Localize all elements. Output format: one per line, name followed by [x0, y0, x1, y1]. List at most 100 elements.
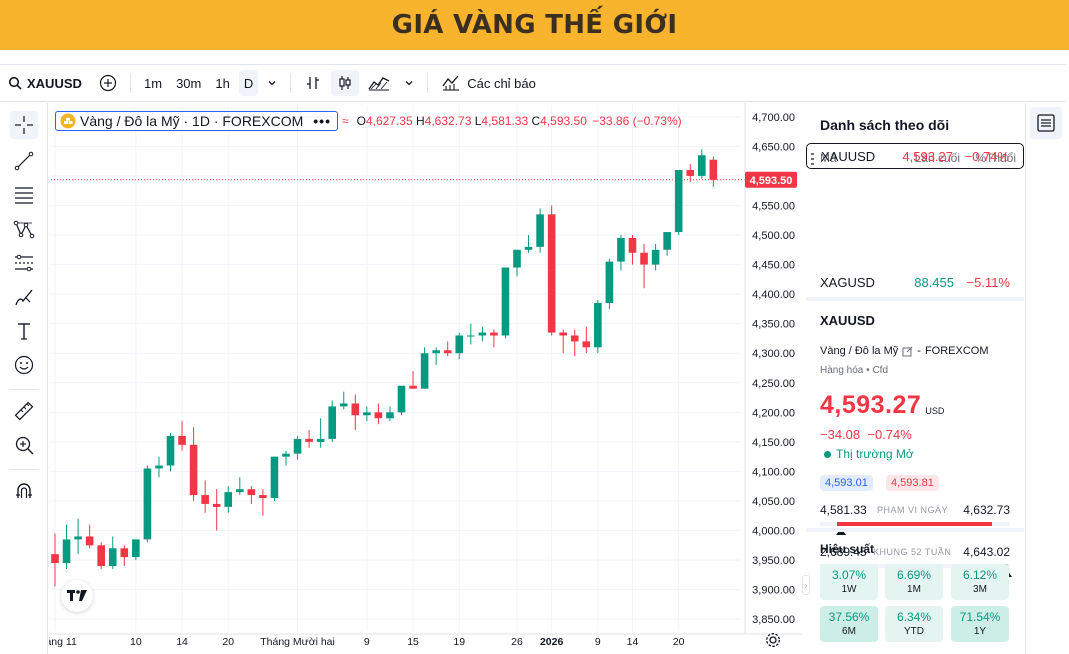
- details-symbol: XAUUSD: [820, 313, 875, 328]
- candle-body: [524, 246, 533, 250]
- details-name[interactable]: Vàng / Đô la Mỹ: [820, 345, 899, 357]
- x-tick-label: Tháng 11: [49, 636, 77, 648]
- y-tick-label: 4,000.00: [752, 526, 795, 538]
- last-price-tag-bg: [745, 171, 797, 188]
- candle-body: [236, 489, 244, 493]
- candle-body: [305, 438, 313, 442]
- candles: [51, 149, 718, 587]
- perf-6m[interactable]: 37.56% 6M: [820, 606, 878, 642]
- candle-body: [386, 412, 394, 419]
- perf-ytd[interactable]: 6.34% YTD: [885, 606, 943, 642]
- ohlc-values: O4,627.35 H4,632.73 L4,581.33 C4,593.50 …: [356, 114, 682, 128]
- legend-title-box[interactable]: Vàng / Đô la Mỹ · 1D · FOREXCOM •••: [55, 111, 338, 131]
- plus-circle-icon: [99, 74, 117, 92]
- x-tick-label: 15: [407, 636, 419, 648]
- projection-tool[interactable]: [10, 249, 38, 277]
- candle-body: [363, 412, 371, 416]
- banner-title: GIÁ VÀNG THẾ GIỚI: [391, 10, 678, 40]
- candle-body: [490, 332, 498, 336]
- trend-line-icon: [14, 151, 34, 171]
- candle-body: [628, 237, 637, 253]
- pattern-tool[interactable]: [10, 215, 38, 243]
- x-tick-label: 9: [595, 636, 601, 648]
- details-price-row: 4,593.27 USD: [820, 391, 944, 420]
- pattern-icon: [13, 220, 35, 239]
- chart-style-dropdown[interactable]: [399, 70, 419, 96]
- crosshair-icon: [15, 116, 33, 134]
- drag-handle-icon[interactable]: [811, 153, 814, 167]
- y-tick-label: 3,850.00: [752, 614, 795, 626]
- interval-30m[interactable]: 30m: [176, 75, 202, 91]
- candle-body: [97, 545, 105, 566]
- chart-pane[interactable]: 4,700.004,650.004,600.004,550.004,500.00…: [49, 103, 802, 654]
- brush-icon: [15, 289, 33, 306]
- watchlist-row-xauusd[interactable]: XAUUSD 4,593.27 −0.74%: [806, 143, 1024, 169]
- fibonacci-icon: [15, 187, 33, 204]
- perf-3m[interactable]: 6.12% 3M: [951, 564, 1009, 600]
- y-tick-label: 4,650.00: [752, 141, 795, 153]
- details-change-row: −34.08 −0.74%: [820, 427, 912, 442]
- candle-body: [570, 335, 579, 342]
- symbol-search[interactable]: XAUUSD: [0, 76, 92, 91]
- x-tick-label: 14: [176, 636, 188, 648]
- symbol-name: XAUUSD: [27, 75, 82, 91]
- tradingview-logo[interactable]: [61, 580, 93, 612]
- interval-1m[interactable]: 1m: [144, 75, 163, 91]
- candle-body: [178, 435, 186, 445]
- zoom-tool[interactable]: [10, 431, 38, 459]
- candle-body: [74, 536, 82, 540]
- candle-body: [686, 170, 695, 176]
- y-tick-label: 4,300.00: [752, 348, 795, 360]
- y-tick-label: 4,550.00: [752, 200, 795, 212]
- crosshair-tool[interactable]: [10, 111, 38, 139]
- price-chart[interactable]: 4,700.004,650.004,600.004,550.004,500.00…: [49, 103, 802, 654]
- external-link-icon[interactable]: [902, 346, 913, 357]
- drawing-toolbar: [0, 103, 48, 654]
- x-tick-label: 14: [627, 636, 639, 648]
- more-icon[interactable]: •••: [313, 113, 331, 129]
- settings-button[interactable]: [765, 632, 783, 650]
- interval-d[interactable]: D: [238, 70, 259, 96]
- fib-tool[interactable]: [10, 181, 38, 209]
- watchlist-row-xagusd[interactable]: XAGUSD 88.455 −5.11%: [806, 269, 1024, 295]
- interval-1h[interactable]: 1h: [215, 75, 230, 91]
- candle-body: [420, 353, 429, 389]
- brush-tool[interactable]: [10, 283, 38, 311]
- compare-button[interactable]: [94, 70, 122, 96]
- candles-style-button[interactable]: [331, 70, 360, 96]
- bar-style-button[interactable]: [299, 70, 327, 96]
- watchlist-toggle[interactable]: [1030, 107, 1062, 139]
- candle-body: [674, 170, 683, 233]
- area-style-button[interactable]: [363, 70, 395, 96]
- text-tool[interactable]: [10, 317, 38, 345]
- last-price-tag: 4,593.50: [745, 171, 797, 188]
- measure-tool[interactable]: [10, 397, 38, 425]
- details-price: 4,593.27: [820, 391, 922, 419]
- watchlist-panel: Danh sách theo dõi Mã Lần cuối %Thđổi XA…: [806, 103, 1024, 654]
- candle-body: [663, 232, 671, 250]
- candle-body: [536, 214, 544, 247]
- y-tick-label: 3,950.00: [752, 555, 795, 567]
- status-dot-icon: [824, 450, 831, 458]
- candle-body: [698, 155, 706, 176]
- emoji-tool[interactable]: [10, 351, 38, 379]
- perf-1w[interactable]: 3.07% 1W: [820, 564, 878, 600]
- area-chart-icon: [368, 77, 390, 91]
- candle-body: [85, 536, 94, 546]
- trend-line-tool[interactable]: [10, 147, 38, 175]
- candle-body: [409, 385, 417, 389]
- candle-body: [247, 489, 256, 496]
- x-tick-label: Tháng Mười hai: [260, 636, 335, 648]
- performance-title: Hiệu suất: [820, 542, 875, 556]
- bars-icon: [307, 77, 320, 89]
- interval-dropdown[interactable]: [262, 70, 282, 96]
- market-status: Thị trường Mở: [824, 447, 914, 461]
- panel-collapse-handle[interactable]: ›: [802, 575, 810, 595]
- indicators-button[interactable]: Các chỉ báo: [436, 70, 541, 96]
- perf-1y[interactable]: 71.54% 1Y: [951, 606, 1009, 642]
- candle-body: [108, 548, 117, 566]
- y-tick-label: 4,500.00: [752, 230, 795, 242]
- magnet-tool[interactable]: [10, 477, 38, 505]
- details-meta: Hàng hóa • Cfd: [820, 365, 889, 376]
- perf-1m[interactable]: 6.69% 1M: [885, 564, 943, 600]
